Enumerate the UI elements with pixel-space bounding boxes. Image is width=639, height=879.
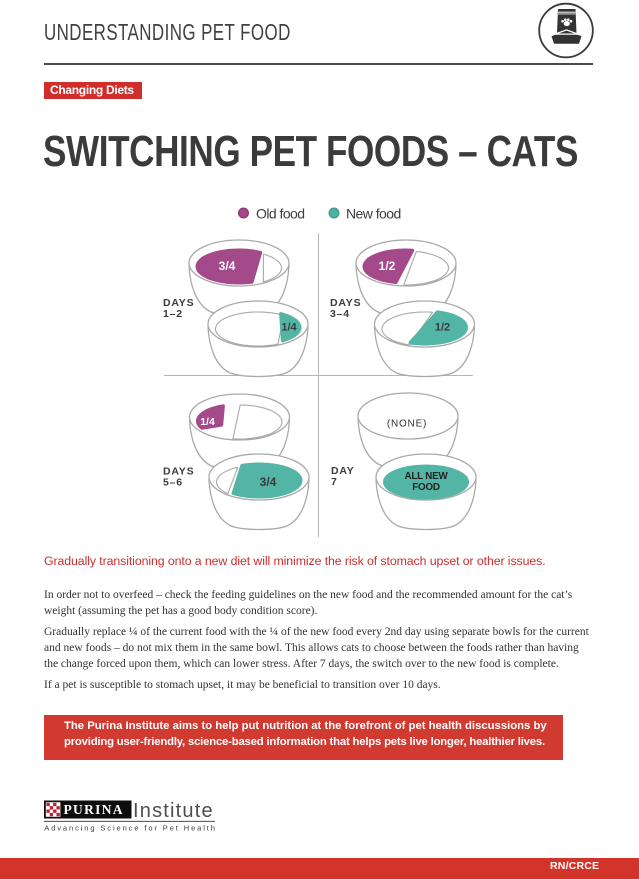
svg-text:3–4: 3–4 [330, 308, 350, 320]
svg-text:Old food: Old food [256, 206, 305, 222]
svg-text:DAYS: DAYS [163, 466, 194, 478]
svg-text:1–2: 1–2 [163, 308, 183, 320]
svg-text:7: 7 [331, 476, 338, 488]
svg-text:5–6: 5–6 [163, 477, 183, 489]
svg-text:New food: New food [346, 206, 401, 222]
svg-text:3/4: 3/4 [219, 259, 236, 273]
svg-text:FOOD: FOOD [412, 482, 440, 493]
svg-text:3/4: 3/4 [260, 475, 277, 489]
svg-text:DAY: DAY [331, 465, 355, 477]
svg-text:PURINA: PURINA [64, 802, 124, 817]
svg-text:1/4: 1/4 [200, 416, 215, 428]
svg-text:Institute: Institute [133, 800, 214, 822]
svg-text:1/4: 1/4 [281, 322, 297, 334]
svg-text:1/2: 1/2 [435, 322, 450, 334]
svg-text:ALL NEW: ALL NEW [404, 471, 448, 482]
svg-text:DAYS: DAYS [330, 297, 361, 309]
svg-text:DAYS: DAYS [163, 297, 194, 309]
svg-text:Advancing Science for Pet Heal: Advancing Science for Pet Health [44, 824, 217, 833]
svg-text:1/2: 1/2 [379, 259, 396, 273]
svg-text:(NONE): (NONE) [387, 419, 427, 430]
